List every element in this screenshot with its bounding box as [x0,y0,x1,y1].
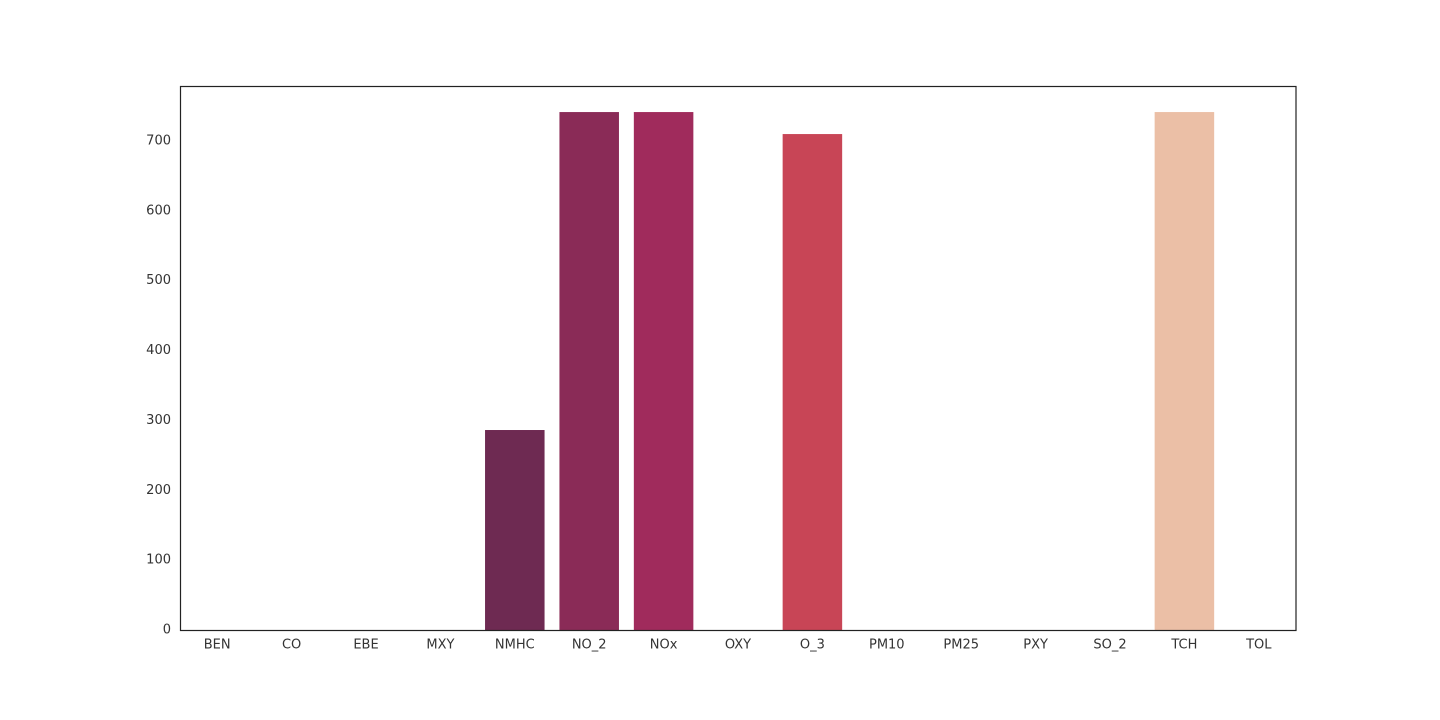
y-tick-label: 100 [146,553,171,568]
x-tick-label: CO [282,638,301,653]
x-tick-label: PXY [1023,638,1048,653]
x-tick-label: SO_2 [1093,638,1126,653]
bar [782,134,843,630]
x-tick-label: TCH [1170,638,1197,653]
bar [559,112,619,630]
x-tick-label: PM25 [943,638,979,653]
bar [1154,112,1215,630]
x-tick-label: PM10 [869,638,905,653]
x-tick-label: EBE [353,638,378,653]
y-tick-label: 500 [146,273,171,288]
y-tick-label: 300 [146,413,171,428]
y-tick-label: 400 [146,343,171,358]
x-tick-label: NMHC [495,638,535,653]
x-tick-label: NOx [650,638,678,653]
y-tick-label: 200 [146,483,171,498]
y-tick-label: 700 [146,134,171,149]
x-tick-label: BEN [204,638,231,653]
bar [485,430,545,630]
plot-frame [179,85,1297,632]
bar [633,112,694,630]
x-tick-label: TOL [1245,638,1272,653]
x-tick-label: MXY [426,638,454,653]
y-tick-label: 0 [163,623,171,638]
x-tick-label: O_3 [800,638,825,653]
x-tick-label: OXY [725,638,751,653]
x-tick-label: NO_2 [572,638,607,653]
y-tick-label: 600 [146,203,171,218]
